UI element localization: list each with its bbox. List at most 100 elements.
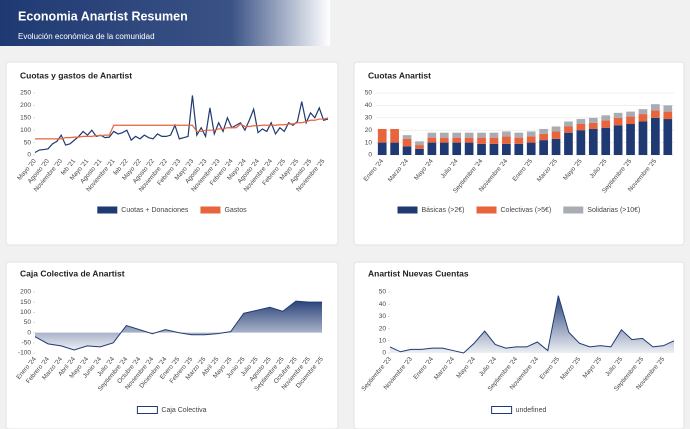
legend-label: Colectivas (>5€)	[501, 207, 552, 214]
bar-segment	[551, 126, 561, 132]
bar-segment	[651, 110, 660, 118]
bar-segment	[601, 127, 611, 155]
series-line	[35, 117, 329, 140]
bar-segment	[651, 117, 660, 155]
y-tick-label: 50	[365, 90, 373, 97]
bar-segment	[439, 132, 449, 138]
bar-segment	[464, 132, 474, 138]
area-fill	[390, 295, 674, 353]
y-tick-label: 0	[382, 350, 386, 357]
bar-segment	[576, 124, 586, 131]
legend-swatch	[136, 406, 158, 414]
y-tick-label: 200	[20, 289, 31, 296]
bar-segment	[588, 122, 598, 129]
bar-segment	[601, 115, 611, 121]
bar-segment	[638, 109, 648, 115]
bar-segment	[439, 137, 449, 143]
bar-segment	[427, 137, 437, 143]
bar-segment	[390, 142, 399, 155]
chart-title: Anartist Nuevas Cuentas	[368, 268, 469, 278]
y-tick-label: -50	[22, 340, 32, 347]
bar-segment	[551, 138, 561, 155]
bar-segment	[613, 117, 623, 126]
legend: Caja Colectiva	[136, 406, 207, 414]
bar-segment	[464, 137, 474, 143]
bar-segment	[489, 137, 499, 144]
bar-segment	[564, 126, 573, 133]
bar-segment	[402, 138, 412, 147]
bar-segment	[439, 142, 449, 155]
y-tick-label: 20	[379, 325, 387, 332]
bar-segment	[601, 120, 611, 128]
legend: Cuotas + Donaciones Gastos	[97, 206, 247, 214]
bar-segment	[576, 130, 586, 155]
bar-segment	[452, 132, 462, 138]
bar-segment	[576, 119, 586, 124]
y-tick-label: 0	[27, 329, 31, 336]
legend-swatch	[200, 206, 221, 214]
chart-title: Caja Colectiva de Anartist	[20, 268, 125, 278]
bar-segment	[626, 111, 635, 117]
series-line	[34, 95, 329, 154]
bar-segment	[526, 142, 536, 155]
legend: undefined	[491, 406, 546, 414]
bar-segment	[402, 135, 412, 139]
bar-segment	[464, 142, 474, 155]
header-banner	[0, 0, 330, 46]
bar-segment	[564, 121, 573, 127]
card	[353, 261, 685, 429]
bar-segment	[452, 137, 462, 143]
y-tick-label: 40	[365, 102, 373, 109]
bar-segment	[514, 143, 524, 155]
legend-swatch	[476, 206, 497, 214]
series-line	[389, 295, 675, 354]
legend-label: Solidarias (>10€)	[587, 207, 640, 214]
y-tick-label: 100	[20, 309, 31, 316]
legend-label: Gastos	[224, 207, 247, 214]
bar-segment	[551, 131, 561, 139]
bar-segment	[626, 124, 635, 155]
y-tick-label: 0	[27, 152, 31, 159]
area-fill	[35, 301, 322, 350]
y-tick-label: 50	[379, 289, 387, 296]
card	[5, 261, 339, 429]
bar-segment	[638, 114, 648, 122]
bar-segment	[651, 104, 660, 111]
y-tick-label: 250	[20, 90, 31, 97]
bar-segment	[539, 140, 548, 155]
bar-segment	[514, 132, 524, 138]
legend-label: Caja Colectiva	[161, 407, 206, 414]
bar-segment	[588, 128, 598, 155]
legend-swatch	[563, 206, 584, 214]
bar-segment	[502, 131, 511, 137]
y-tick-label: 30	[365, 115, 373, 122]
bar-segment	[390, 128, 399, 143]
bar-segment	[526, 136, 536, 143]
bar-segment	[613, 125, 623, 155]
y-tick-label: 50	[24, 139, 32, 146]
bar-segment	[377, 128, 387, 143]
y-tick-label: 200	[20, 102, 31, 109]
bar-segment	[613, 112, 623, 118]
bar-segment	[526, 131, 536, 137]
header-title: Economia Anartist Resumen	[18, 9, 188, 23]
legend-label: Básicas (>2€)	[422, 207, 465, 214]
bar-segment	[489, 143, 499, 155]
y-tick-label: 150	[20, 299, 31, 306]
bar-segment	[377, 142, 387, 155]
bar-segment	[514, 137, 524, 144]
y-tick-label: 30	[379, 313, 387, 320]
chart-title: Cuotas y gastos de Anartist	[20, 70, 132, 80]
bar-segment	[415, 141, 424, 146]
bar-segment	[588, 117, 598, 123]
y-tick-label: 50	[24, 319, 32, 326]
card	[5, 61, 339, 246]
bar-segment	[502, 136, 511, 144]
chart-title: Cuotas Anartist	[368, 70, 431, 80]
bar-segment	[663, 119, 673, 155]
bar-segment	[663, 111, 673, 120]
bar-segment	[452, 142, 462, 155]
bar-segment	[638, 121, 648, 155]
